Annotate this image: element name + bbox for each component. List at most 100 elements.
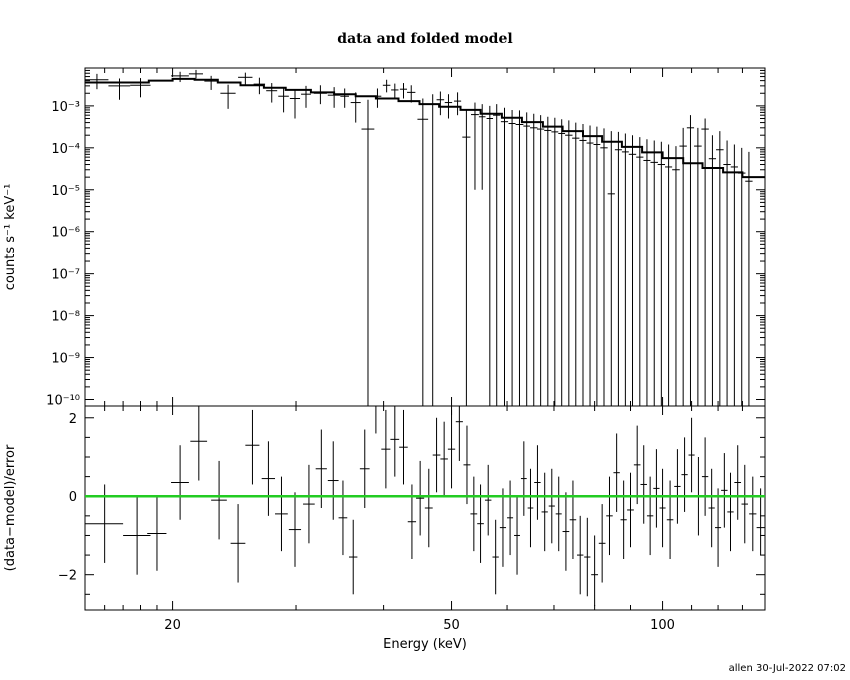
x-tick-label: 50 [443,618,460,633]
data-point [628,135,637,406]
residual-point [492,519,499,595]
data-point [313,85,327,105]
data-point [593,126,601,406]
residual-point [555,476,562,552]
residual-point [359,429,370,508]
residual-point [708,468,715,548]
residual-point [171,445,189,520]
residual-point [653,449,660,528]
data-point [266,83,278,103]
data-point [417,98,429,406]
data-point [407,85,416,103]
data-point [462,109,471,406]
residual-point [123,496,151,575]
data-point [694,127,702,406]
data-point [672,146,680,406]
data-point [737,147,746,406]
residual-point [303,464,315,544]
residual-point [211,460,227,540]
y-tick-label: −2 [58,569,77,584]
bottom-panel-frame [84,405,766,611]
data-point [544,116,552,406]
residual-point [633,425,641,505]
residual-point [288,492,302,567]
data-point [253,77,266,95]
data-point [130,78,151,98]
data-point [701,118,709,406]
residual-point [315,429,327,508]
residual-point [447,409,456,489]
data-point [558,119,566,406]
data-point [551,117,559,406]
data-point [650,140,658,406]
y-tick-label: 10⁻¹⁰ [46,394,80,409]
residual-point [541,472,548,552]
data-point [361,99,375,406]
model-step-line [85,77,765,179]
residual-point [440,421,448,497]
residual-point [424,468,433,548]
residual-point [514,496,520,575]
residual-point [620,480,627,559]
residual-point [756,488,765,556]
residual-point [85,484,124,563]
model-curve [85,77,765,179]
data-point [500,107,509,406]
data-point [679,127,687,406]
residual-point [507,480,514,556]
residual-point [666,480,674,559]
data-point [289,89,301,119]
data-point [350,92,361,123]
y-tick-label: 10⁻⁶ [51,226,80,241]
data-point [301,85,311,108]
data-point [453,92,462,116]
data-point [686,115,695,406]
residual-point [484,464,492,536]
data-point [391,83,399,99]
residual-point [499,488,507,567]
data-point [636,137,644,406]
residual-point [577,515,584,595]
residual-point [230,504,246,583]
footer-stamp: allen 30-Jul-2022 07:02 [728,663,846,674]
data-point [493,104,501,406]
top-panel-frame [84,67,766,407]
x-tick-label: 100 [650,618,675,633]
residual-point [659,468,666,548]
data-point [220,84,236,109]
data-point [278,87,289,113]
data-points [85,69,753,406]
residual-point [715,488,722,567]
residual-point [390,406,400,477]
residual-point [734,445,742,520]
residual-point [569,480,577,559]
residual-point [548,468,555,544]
data-point [373,88,382,108]
residual-point [562,492,570,571]
data-point [444,94,453,119]
residual-point [520,441,527,516]
data-point [327,87,341,108]
x-axis-label: Energy (keV) [383,637,467,652]
residual-point [721,453,728,528]
data-point [565,120,573,406]
data-point [382,79,391,93]
data-point [621,133,629,406]
residual-point [749,476,757,552]
y-tick-label: 10⁻⁴ [51,142,80,157]
y-tick-label: 10⁻⁷ [51,268,80,283]
data-point [204,75,218,90]
data-point [523,112,531,406]
residual-point [371,405,381,434]
data-point [579,123,587,406]
data-point [108,78,131,100]
y-tick-label: 10⁻³ [51,100,80,115]
data-point [664,144,673,406]
residual-point [591,535,599,607]
data-point [478,104,486,190]
y-tick-label: 0 [69,490,77,505]
residual-point [261,441,276,516]
residual-point [598,504,606,583]
y-tick-label: 10⁻⁸ [51,310,80,325]
